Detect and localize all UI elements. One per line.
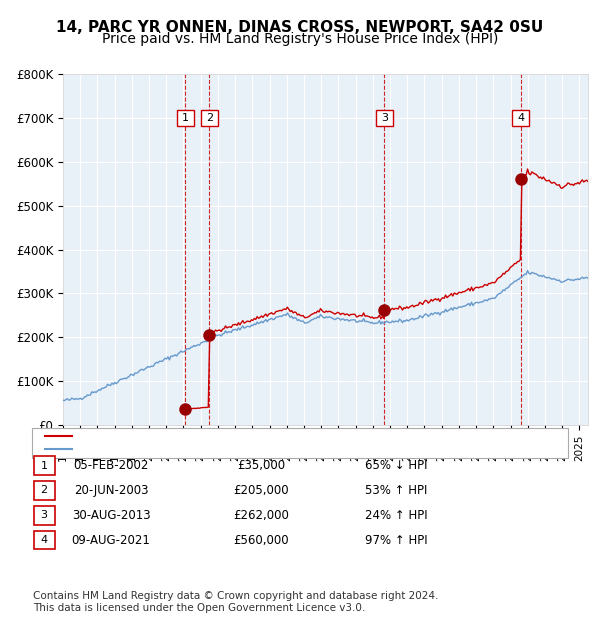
Text: £35,000: £35,000 [237, 459, 285, 472]
Text: 20-JUN-2003: 20-JUN-2003 [74, 484, 148, 497]
Text: 3: 3 [41, 510, 47, 520]
Text: 4: 4 [41, 535, 47, 545]
Text: 2: 2 [41, 485, 47, 495]
Text: £560,000: £560,000 [233, 534, 289, 546]
Text: £205,000: £205,000 [233, 484, 289, 497]
Text: 24% ↑ HPI: 24% ↑ HPI [365, 509, 427, 521]
Text: 53% ↑ HPI: 53% ↑ HPI [365, 484, 427, 497]
Text: 1: 1 [41, 461, 47, 471]
Text: 2: 2 [206, 113, 213, 123]
Text: Price paid vs. HM Land Registry's House Price Index (HPI): Price paid vs. HM Land Registry's House … [102, 32, 498, 46]
Text: 14, PARC YR ONNEN, DINAS CROSS, NEWPORT, SA42 0SU: 14, PARC YR ONNEN, DINAS CROSS, NEWPORT,… [56, 20, 544, 35]
Text: 65% ↓ HPI: 65% ↓ HPI [365, 459, 427, 472]
Text: 1: 1 [182, 113, 189, 123]
Text: 4: 4 [517, 113, 524, 123]
Text: 09-AUG-2021: 09-AUG-2021 [71, 534, 151, 546]
Text: 3: 3 [381, 113, 388, 123]
Text: 30-AUG-2013: 30-AUG-2013 [71, 509, 151, 521]
Text: £262,000: £262,000 [233, 509, 289, 521]
Text: 05-FEB-2002: 05-FEB-2002 [73, 459, 149, 472]
Text: HPI: Average price, detached house, Pembrokeshire: HPI: Average price, detached house, Pemb… [76, 444, 346, 454]
Text: 14, PARC YR ONNEN, DINAS CROSS, NEWPORT, SA42 0SU (detached house): 14, PARC YR ONNEN, DINAS CROSS, NEWPORT,… [76, 431, 470, 441]
Text: 97% ↑ HPI: 97% ↑ HPI [365, 534, 427, 546]
Text: Contains HM Land Registry data © Crown copyright and database right 2024.
This d: Contains HM Land Registry data © Crown c… [33, 591, 439, 613]
